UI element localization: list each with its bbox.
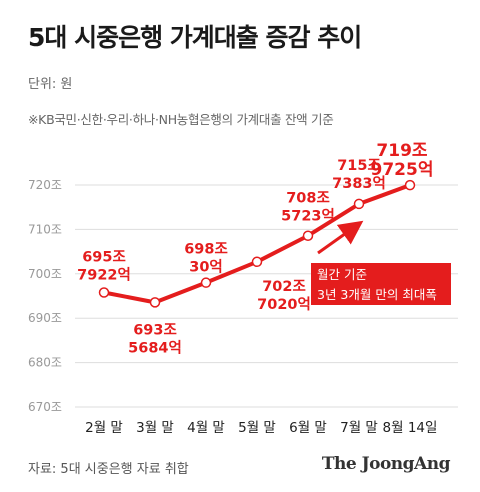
data-label: 715조 xyxy=(337,158,381,174)
x-tick-label: 4월 말 xyxy=(187,420,225,436)
data-label: 5723억 xyxy=(281,207,335,225)
data-label: 719조 xyxy=(376,141,427,161)
data-point xyxy=(149,297,161,308)
data-point-layer xyxy=(98,179,416,308)
axis-layer: 720조 710조 700조 690조 680조 670조 2월 말 3월 말 4월 말 5월 말… xyxy=(28,178,437,436)
data-label: 695조 xyxy=(82,249,126,265)
publisher-logo: The JoongAng xyxy=(321,454,451,474)
data-label: 708조 xyxy=(286,191,330,207)
unit-note: 단위: 원 xyxy=(28,77,73,92)
data-label: 698조 xyxy=(184,242,228,258)
data-label: 7922억 xyxy=(77,265,131,283)
y-tick-label: 680조 xyxy=(28,356,62,370)
data-label: 7020억 xyxy=(257,295,311,313)
annotation-box xyxy=(311,263,451,305)
data-point xyxy=(353,198,365,210)
y-tick-label: 700조 xyxy=(28,267,62,281)
data-point xyxy=(302,230,314,241)
data-point xyxy=(200,277,212,288)
data-label: 30억 xyxy=(189,258,223,276)
grid-layer xyxy=(75,184,458,408)
data-point xyxy=(404,179,416,191)
x-tick-label: 3월 말 xyxy=(136,420,174,436)
data-point xyxy=(98,287,110,298)
data-label: 702조 xyxy=(262,279,306,295)
data-label: 5684억 xyxy=(128,338,182,356)
annotation-line-1: 월간 기준 xyxy=(317,267,367,282)
data-point xyxy=(251,256,263,268)
data-basis-note: ※KB국민·신한·우리·하나·NH농협은행의 가계대출 잔액 기준 xyxy=(28,112,334,127)
y-tick-label: 710조 xyxy=(28,222,62,236)
x-tick-label: 5월 말 xyxy=(238,420,276,436)
data-label: 693조 xyxy=(133,322,177,338)
x-tick-label: 7월 말 xyxy=(340,420,378,436)
data-label: 7383억 xyxy=(332,174,386,192)
annotation-layer: 월간 기준 3년 3개월 만의 최대폭 xyxy=(311,220,451,305)
x-tick-label: 6월 말 xyxy=(289,420,327,436)
y-tick-label: 720조 xyxy=(28,178,62,192)
x-tick-label: 8월 14일 xyxy=(383,420,438,436)
x-tick-label: 2월 말 xyxy=(85,420,123,436)
y-tick-label: 670조 xyxy=(28,400,62,414)
annotation-line-2: 3년 3개월 만의 최대폭 xyxy=(317,287,437,302)
trend-arrow xyxy=(317,220,364,255)
y-tick-label: 690조 xyxy=(28,311,62,325)
chart-title: 5대 시중은행 가계대출 증감 추이 xyxy=(28,23,362,52)
source-note: 자료: 5대 시중은행 자료 취합 xyxy=(28,462,189,477)
data-label: 9725억 xyxy=(371,160,434,180)
